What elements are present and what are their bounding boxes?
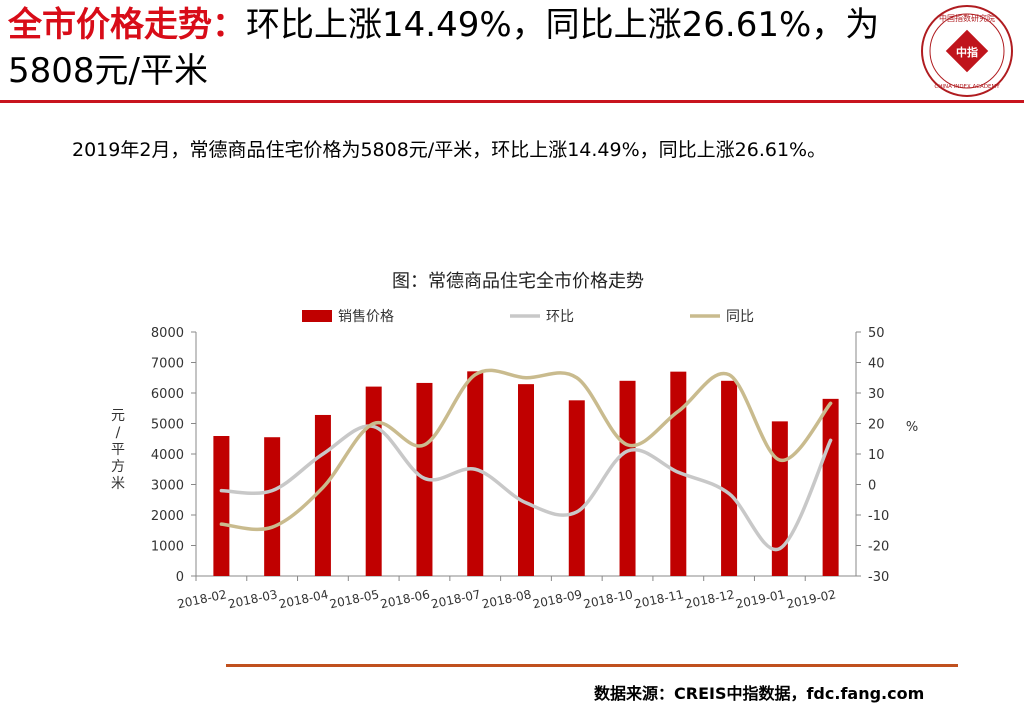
y-right-tick-label: 40: [868, 357, 885, 372]
y-right-tick-label: -10: [868, 509, 889, 524]
x-tick-label: 2018-05: [328, 587, 380, 611]
logo-bottom-text: CHINA INDEX ACADEMY: [934, 84, 1000, 90]
x-tick-label: 2018-02: [176, 587, 228, 611]
y-right-tick-label: 20: [868, 418, 885, 433]
y-left-tick-label: 4000: [151, 448, 184, 463]
price-bar: [771, 421, 788, 576]
chart-axes: 0 1000 2000 3000 4000 5000 6000 7000 8000 -30 -20 -…: [111, 326, 918, 611]
x-tick-label: 2018-07: [430, 587, 482, 611]
logo-top-text: 中国指数研究院: [939, 13, 995, 23]
price-bar: [213, 436, 230, 576]
y-left-tick-label: 1000: [151, 540, 184, 555]
x-tick-label: 2018-10: [582, 587, 634, 611]
legend-label: 销售价格: [338, 309, 394, 325]
mom-line: [219, 424, 833, 552]
y-right-tick-label: -20: [868, 540, 889, 555]
x-tick-label: 2019-01: [735, 587, 787, 611]
y-left-axis-label-char: 方: [111, 459, 125, 475]
chart-title: 图：常德商品住宅全市价格走势: [392, 271, 644, 292]
y-right-tick-label: 50: [868, 326, 885, 341]
x-tick-label: 2018-12: [684, 587, 736, 611]
china-index-academy-logo: 中国指数研究院 中指 CHINA INDEX ACADEMY: [921, 5, 1013, 97]
x-tick-label: 2018-09: [531, 587, 583, 611]
y-left-tick-label: 0: [176, 570, 184, 585]
y-left-tick-label: 8000: [151, 326, 184, 341]
data-source: 数据来源：CREIS中指数据，fdc.fang.com: [594, 684, 925, 703]
y-left-tick-label: 2000: [151, 509, 184, 524]
price-bar: [822, 398, 839, 576]
page-title: 全市价格走势：环比上涨14.49%，同比上涨26.61%，为5808元/平米: [8, 2, 908, 94]
x-tick-label: 2019-02: [785, 587, 837, 611]
price-bar: [467, 371, 484, 576]
x-tick-label: 2018-08: [481, 587, 533, 611]
price-bar: [721, 380, 738, 576]
title-keyword: 全市价格走势：: [8, 5, 246, 45]
price-bar: [264, 437, 281, 576]
x-tick-label: 2018-11: [633, 587, 685, 611]
rate-lines: [219, 368, 833, 552]
legend-label: 环比: [546, 309, 574, 325]
price-bar: [365, 386, 382, 576]
y-left-tick-label: 5000: [151, 418, 184, 433]
title-divider: [0, 100, 1024, 103]
y-left-tick-label: 7000: [151, 357, 184, 372]
y-right-tick-label: 0: [868, 479, 876, 494]
y-left-tick-label: 6000: [151, 387, 184, 402]
y-right-tick-label: -30: [868, 570, 889, 585]
y-left-axis-label-char: /: [116, 425, 121, 441]
y-right-tick-label: 30: [868, 387, 885, 402]
y-left-tick-label: 3000: [151, 479, 184, 494]
price-bar: [568, 400, 585, 576]
x-tick-label: 2018-04: [278, 587, 330, 611]
legend-label: 同比: [726, 309, 754, 325]
y-right-axis-label: %: [906, 420, 918, 435]
footer-divider: [226, 664, 958, 667]
x-tick-label: 2018-06: [379, 587, 431, 611]
y-right-tick-label: 10: [868, 448, 885, 463]
y-left-axis-label-char: 米: [111, 476, 125, 492]
price-bar: [518, 384, 534, 576]
logo-center-text: 中指: [956, 45, 978, 59]
yoy-line: [219, 368, 833, 532]
chart-legend: 销售价格 环比 同比: [302, 309, 754, 325]
title-text: 环比上涨14.49%，同比上涨26.61%，为5808元/平米: [8, 5, 880, 91]
y-left-axis-label-char: 平: [111, 442, 125, 458]
legend-swatch-bar: [302, 310, 332, 322]
price-bar: [619, 380, 636, 576]
x-tick-label: 2018-03: [227, 587, 279, 611]
summary-text: 2019年2月，常德商品住宅价格为5808元/平米，环比上涨14.49%，同比上…: [72, 139, 827, 161]
y-left-axis-label-char: 元: [111, 408, 125, 424]
price-bars: [213, 371, 839, 576]
